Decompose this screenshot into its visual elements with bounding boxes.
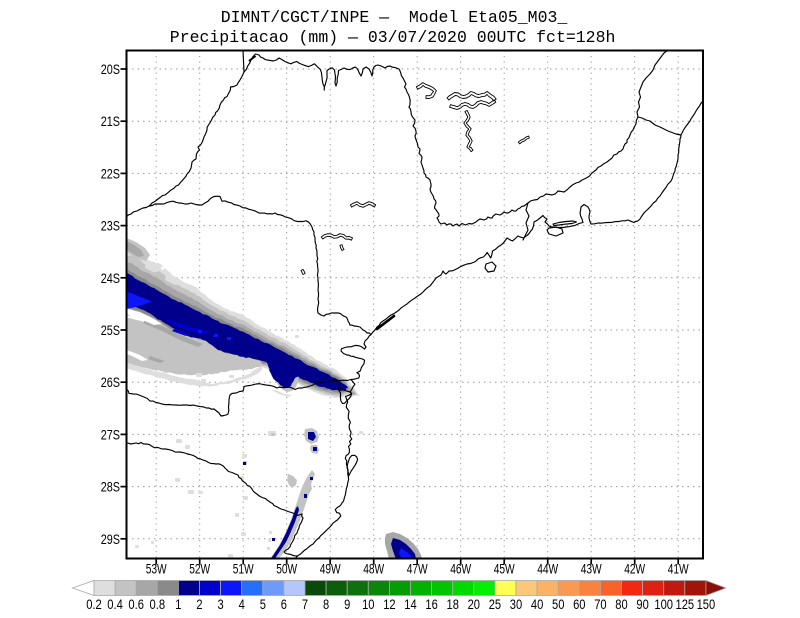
svg-text:2: 2 [196,596,202,612]
svg-text:Precipitacao (mm) — 03/07/2020: Precipitacao (mm) — 03/07/2020 00UTC fct… [170,28,616,47]
svg-text:51W: 51W [233,562,254,577]
svg-text:28S: 28S [101,480,120,495]
svg-text:4: 4 [239,596,245,612]
svg-text:0.2: 0.2 [86,596,102,612]
svg-text:24S: 24S [101,271,120,286]
svg-text:6: 6 [281,596,287,612]
svg-text:18: 18 [447,596,460,612]
svg-text:44W: 44W [537,562,558,577]
svg-text:50: 50 [552,596,565,612]
svg-text:150: 150 [697,596,716,612]
svg-text:53W: 53W [146,562,167,577]
svg-text:16: 16 [425,596,438,612]
svg-text:49W: 49W [320,562,341,577]
svg-text:10: 10 [362,596,375,612]
svg-text:12: 12 [383,596,396,612]
svg-text:45W: 45W [494,562,515,577]
svg-text:70: 70 [594,596,607,612]
svg-text:20: 20 [468,596,481,612]
svg-text:40: 40 [531,596,544,612]
svg-text:0.8: 0.8 [150,596,166,612]
svg-text:60: 60 [573,596,586,612]
svg-text:14: 14 [404,596,417,612]
svg-text:47W: 47W [407,562,428,577]
svg-text:50W: 50W [276,562,297,577]
svg-text:1: 1 [175,596,181,612]
svg-text:46W: 46W [450,562,471,577]
svg-text:80: 80 [615,596,628,612]
svg-text:25: 25 [489,596,502,612]
svg-text:42W: 42W [624,562,645,577]
svg-text:26S: 26S [101,375,120,390]
svg-text:21S: 21S [101,114,120,129]
svg-text:20S: 20S [101,62,120,77]
svg-text:25S: 25S [101,323,120,338]
svg-text:22S: 22S [101,166,120,181]
svg-text:30: 30 [510,596,523,612]
svg-text:52W: 52W [189,562,210,577]
svg-text:7: 7 [302,596,308,612]
svg-text:41W: 41W [668,562,689,577]
svg-text:27S: 27S [101,427,120,442]
svg-text:0.4: 0.4 [107,596,123,612]
svg-text:90: 90 [636,596,649,612]
svg-text:48W: 48W [363,562,384,577]
svg-text:0.6: 0.6 [128,596,144,612]
svg-text:8: 8 [323,596,329,612]
svg-text:100: 100 [654,596,673,612]
svg-text:29S: 29S [101,532,120,547]
svg-text:5: 5 [260,596,266,612]
svg-text:23S: 23S [101,219,120,234]
svg-text:43W: 43W [581,562,602,577]
svg-text:3: 3 [218,596,224,612]
svg-text:DIMNT/CGCT/INPE — Model Eta05: DIMNT/CGCT/INPE — Model Eta05_M03_ [221,8,568,27]
svg-text:9: 9 [344,596,350,612]
svg-text:125: 125 [676,596,695,612]
